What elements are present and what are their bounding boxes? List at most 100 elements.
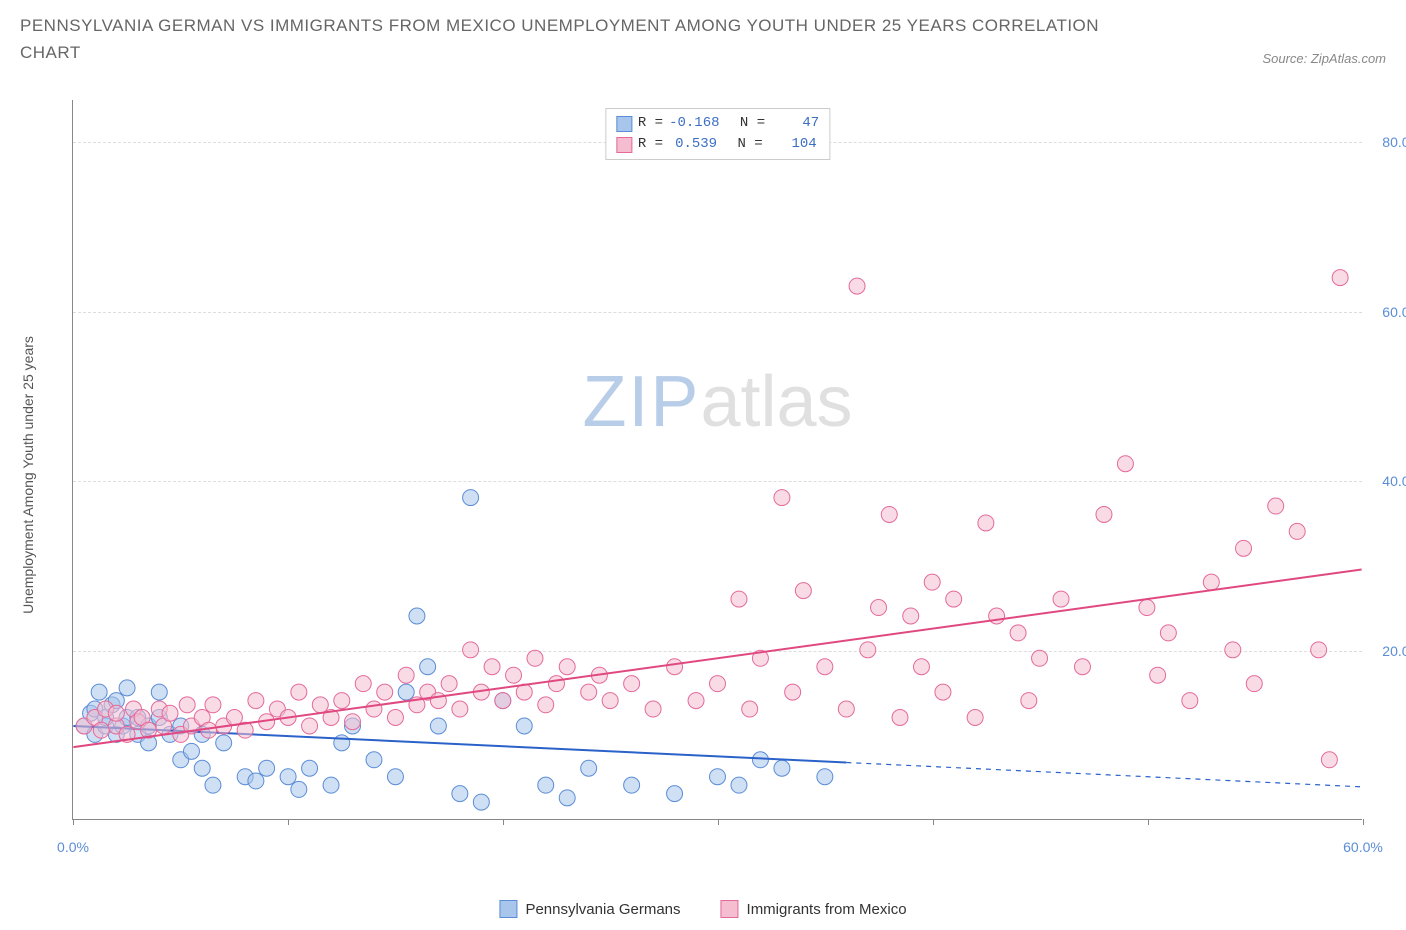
data-point [179, 697, 195, 713]
chart-title: PENNSYLVANIA GERMAN VS IMMIGRANTS FROM M… [20, 12, 1120, 66]
data-point [151, 684, 167, 700]
data-point [1021, 693, 1037, 709]
data-point [935, 684, 951, 700]
data-point [259, 760, 275, 776]
legend-label: Pennsylvania Germans [525, 901, 680, 918]
data-point [881, 506, 897, 522]
xtick [718, 819, 719, 825]
data-point [302, 760, 318, 776]
data-point [752, 752, 768, 768]
stats-legend: R = -0.168 N = 47 R = 0.539 N = 104 [605, 108, 830, 160]
data-point [731, 591, 747, 607]
data-point [871, 600, 887, 616]
data-point [291, 684, 307, 700]
data-point [1117, 456, 1133, 472]
data-point [667, 786, 683, 802]
data-point [452, 786, 468, 802]
data-point [1268, 498, 1284, 514]
data-point [774, 760, 790, 776]
data-point [742, 701, 758, 717]
data-point [667, 659, 683, 675]
xtick [933, 819, 934, 825]
data-point [463, 642, 479, 658]
data-point [1150, 667, 1166, 683]
data-point [913, 659, 929, 675]
xtick [73, 819, 74, 825]
data-point [731, 777, 747, 793]
source-attribution: Source: ZipAtlas.com [1262, 51, 1386, 66]
data-point [548, 676, 564, 692]
series-swatch-icon [616, 137, 632, 153]
stats-row: R = 0.539 N = 104 [616, 134, 819, 155]
data-point [506, 667, 522, 683]
data-point [602, 693, 618, 709]
data-point [924, 574, 940, 590]
data-point [892, 710, 908, 726]
data-point [91, 684, 107, 700]
legend-swatch-icon [499, 900, 517, 918]
data-point [366, 701, 382, 717]
data-point [248, 773, 264, 789]
data-point [409, 608, 425, 624]
xtick [1148, 819, 1149, 825]
data-point [323, 777, 339, 793]
data-point [1053, 591, 1069, 607]
data-point [1321, 752, 1337, 768]
stats-row: R = -0.168 N = 47 [616, 113, 819, 134]
n-label: N = [740, 113, 765, 134]
data-point [1160, 625, 1176, 641]
y-axis-label: Unemployment Among Youth under 25 years [20, 336, 36, 614]
data-point [581, 760, 597, 776]
xtick [1363, 819, 1364, 825]
data-point [312, 697, 328, 713]
data-point [838, 701, 854, 717]
data-point [946, 591, 962, 607]
legend-swatch-icon [721, 900, 739, 918]
data-point [1139, 600, 1155, 616]
xtick [288, 819, 289, 825]
data-point [108, 705, 124, 721]
data-point [1032, 650, 1048, 666]
data-point [398, 684, 414, 700]
data-point [119, 680, 135, 696]
data-point [216, 735, 232, 751]
data-point [710, 676, 726, 692]
data-point [817, 769, 833, 785]
trend-line-dashed [846, 762, 1361, 786]
xtick [503, 819, 504, 825]
data-point [430, 693, 446, 709]
data-point [366, 752, 382, 768]
data-point [484, 659, 500, 675]
legend-item: Pennsylvania Germans [499, 900, 680, 918]
r-value: -0.168 [669, 113, 719, 134]
data-point [452, 701, 468, 717]
data-point [463, 490, 479, 506]
plot-area: ZIPatlas R = -0.168 N = 47 R = 0.539 N =… [72, 100, 1362, 820]
data-point [774, 490, 790, 506]
r-label: R = [638, 113, 663, 134]
xtick-label: 60.0% [1343, 839, 1383, 855]
data-point [162, 705, 178, 721]
r-label: R = [638, 134, 663, 155]
data-point [194, 760, 210, 776]
r-value: 0.539 [669, 134, 717, 155]
data-point [183, 743, 199, 759]
data-point [1236, 540, 1252, 556]
data-point [345, 714, 361, 730]
data-point [989, 608, 1005, 624]
data-point [280, 769, 296, 785]
legend-label: Immigrants from Mexico [747, 901, 907, 918]
data-point [817, 659, 833, 675]
data-point [688, 693, 704, 709]
data-point [420, 659, 436, 675]
data-point [302, 718, 318, 734]
ytick-label: 20.0% [1382, 643, 1406, 659]
legend-item: Immigrants from Mexico [721, 900, 907, 918]
ytick-label: 80.0% [1382, 134, 1406, 150]
data-point [538, 777, 554, 793]
ytick-label: 60.0% [1382, 304, 1406, 320]
data-point [1203, 574, 1219, 590]
data-point [1311, 642, 1327, 658]
series-swatch-icon [616, 116, 632, 132]
data-point [1225, 642, 1241, 658]
